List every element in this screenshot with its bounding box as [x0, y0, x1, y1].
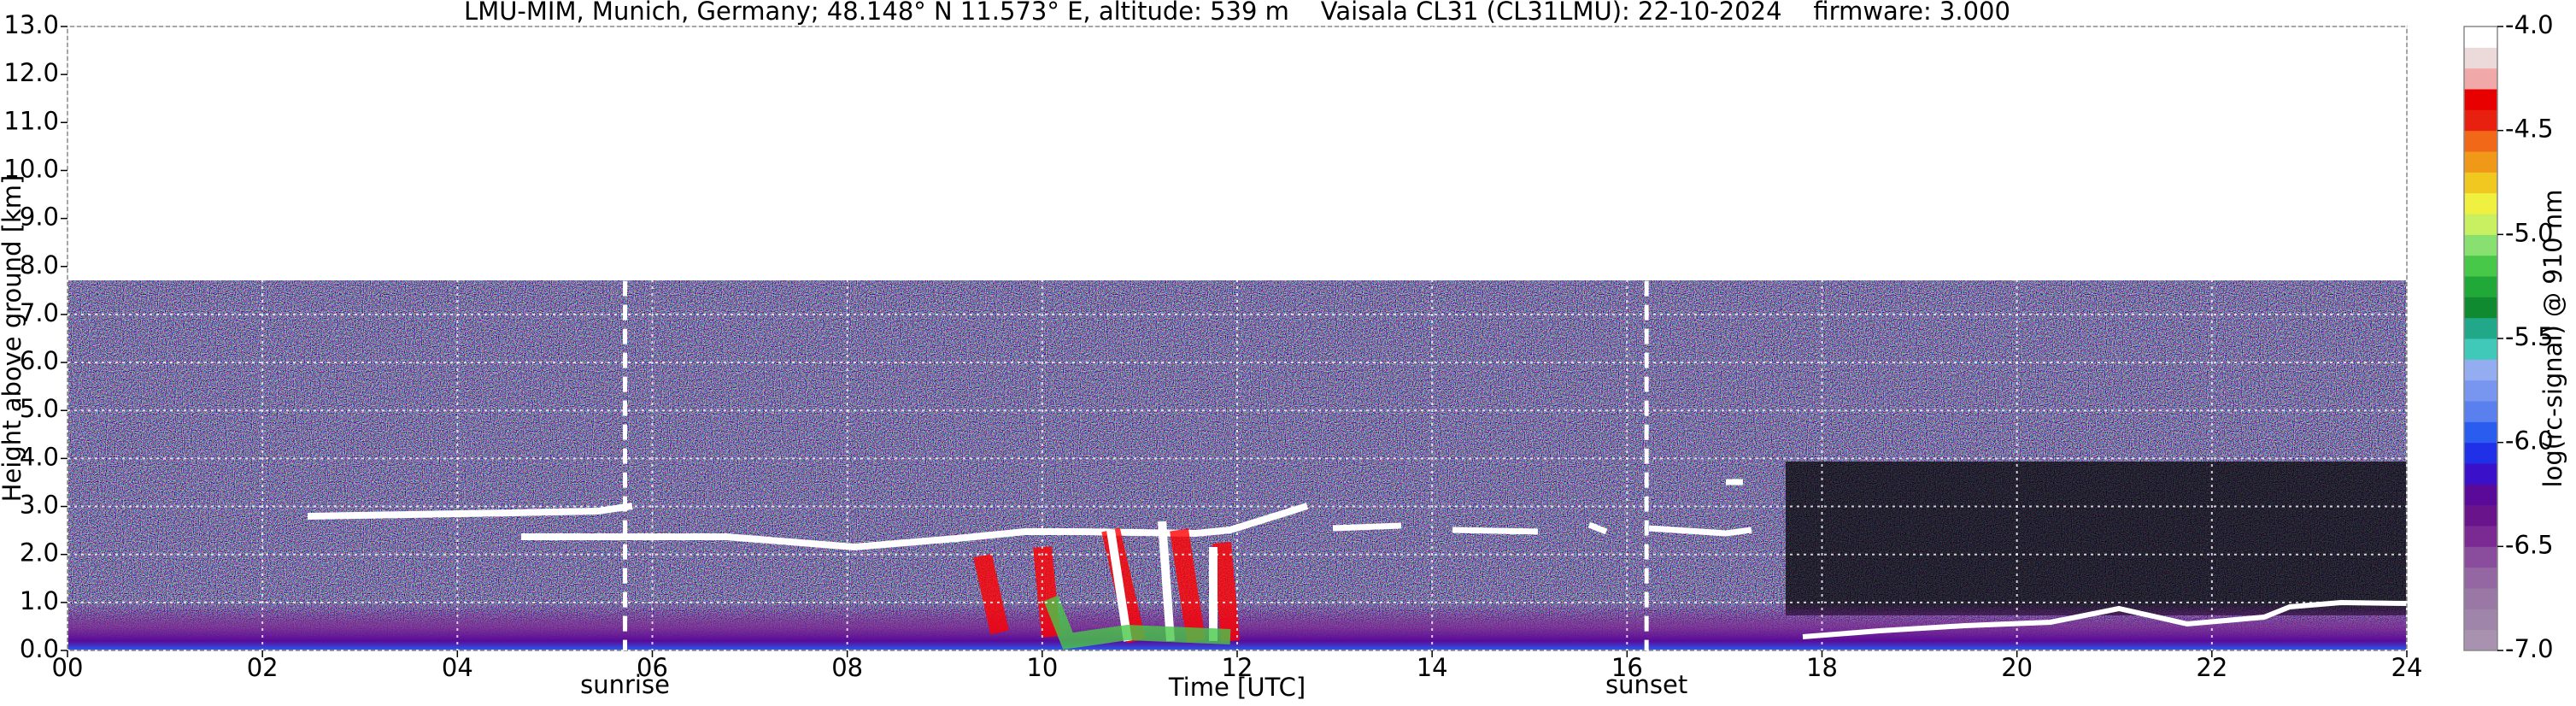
precipitation — [1043, 595, 1231, 650]
annotation-label: sunrise — [580, 670, 670, 699]
x-tick-label: 12 — [1222, 653, 1253, 682]
y-tick-label: 8.0 — [20, 250, 59, 279]
colorbar-label: log(rc-signal) @ 910 nm — [2538, 190, 2567, 488]
y-tick-label: 7.0 — [20, 298, 59, 327]
y-tick-label: 3.0 — [20, 491, 59, 520]
colorbar-segment — [2464, 484, 2497, 506]
x-tick-label: 20 — [2001, 653, 2033, 682]
x-tick-label: 06 — [637, 653, 668, 682]
colorbar-segment — [2464, 68, 2497, 90]
colorbar-segment — [2464, 297, 2497, 319]
x-tick-label: 00 — [52, 653, 84, 682]
colorbar-tick-label: -7.0 — [2505, 634, 2554, 663]
quiet-area — [1786, 462, 2407, 615]
colorbar-tick-label: -4.0 — [2505, 10, 2554, 39]
colorbar-tick-label: -6.0 — [2505, 427, 2554, 456]
x-tick-label: 24 — [2391, 653, 2423, 682]
y-tick-label: 5.0 — [20, 394, 59, 423]
colorbar-segment — [2464, 130, 2497, 152]
y-tick-label: 9.0 — [20, 203, 59, 232]
colorbar-segment — [2464, 442, 2497, 464]
colorbar-segment — [2464, 317, 2497, 339]
colorbar-segment — [2464, 172, 2497, 194]
colorbar-tick-label: -6.5 — [2505, 530, 2554, 559]
colorbar-segment — [2464, 629, 2497, 651]
x-tick-label: 14 — [1417, 653, 1448, 682]
cloud-layer — [307, 503, 633, 520]
x-tick-label: 22 — [2196, 653, 2227, 682]
colorbar-segment — [2464, 421, 2497, 444]
colorbar-segment — [2464, 255, 2497, 277]
colorbar-segment — [2464, 234, 2497, 256]
y-tick-label: 10.0 — [3, 154, 59, 183]
colorbar-segment — [2464, 546, 2497, 568]
x-tick-label: 10 — [1026, 653, 1058, 682]
colorbar-segment — [2464, 567, 2497, 589]
y-tick-label: 11.0 — [3, 106, 59, 135]
colorbar-tick-label: -5.5 — [2505, 322, 2554, 351]
x-tick-label: 02 — [247, 653, 279, 682]
colorbar-segment — [2464, 47, 2497, 69]
colorbar-segment — [2464, 214, 2497, 235]
x-tick-label: 18 — [1806, 653, 1838, 682]
chart-title: LMU-MIM, Munich, Germany; 48.148° N 11.5… — [464, 0, 2010, 26]
colorbar-segment — [2464, 588, 2497, 609]
colorbar-segment — [2464, 26, 2497, 48]
x-tick-label: 04 — [442, 653, 473, 682]
colorbar-segment — [2464, 379, 2497, 402]
cloud-layer — [521, 503, 1309, 551]
y-axis-label: Height above ground [km] — [0, 175, 26, 503]
colorbar-segment — [2464, 192, 2497, 215]
colorbar-tick-label: -5.0 — [2505, 218, 2554, 247]
annotation-label: sunset — [1605, 670, 1687, 699]
x-tick-label: 08 — [831, 653, 863, 682]
x-axis-label: Time [UTC] — [1168, 673, 1306, 702]
colorbar-segment — [2464, 276, 2497, 297]
colorbar-segment — [2464, 526, 2497, 547]
colorbar-tick-label: -4.5 — [2505, 115, 2554, 144]
colorbar-segment — [2464, 338, 2497, 360]
colorbar-segment — [2464, 151, 2497, 173]
y-tick-label: 4.0 — [20, 442, 59, 471]
precipitation — [1106, 521, 1218, 642]
y-tick-label: 1.0 — [20, 586, 59, 615]
cloud-layer — [1332, 479, 1752, 537]
colorbar-segment — [2464, 463, 2497, 485]
y-tick-label: 0.0 — [20, 634, 59, 663]
axes — [67, 26, 2408, 651]
colorbar-segment — [2464, 401, 2497, 422]
y-tick-label: 12.0 — [3, 58, 59, 87]
colorbar-segment — [2464, 504, 2497, 527]
colorbar-segment — [2464, 359, 2497, 381]
colorbar-segment — [2464, 89, 2497, 110]
colorbar-segment — [2464, 109, 2497, 132]
y-tick-label: 13.0 — [3, 10, 59, 39]
colorbar-segment — [2464, 609, 2497, 631]
y-tick-label: 2.0 — [20, 538, 59, 568]
cloud-layer — [1802, 599, 2408, 639]
y-tick-label: 6.0 — [20, 346, 59, 375]
x-tick-label: 16 — [1611, 653, 1643, 682]
